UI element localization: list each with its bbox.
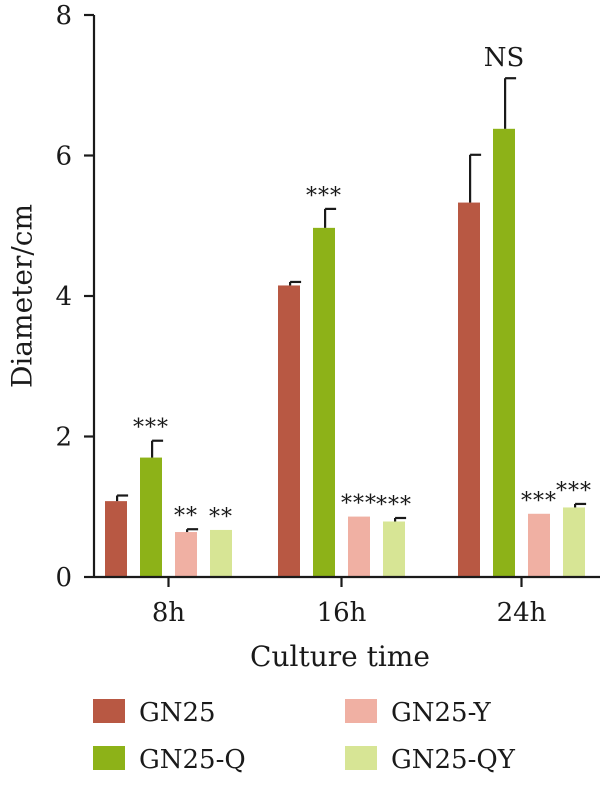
significance-label: ***: [133, 416, 169, 441]
legend-swatch: [93, 699, 125, 723]
bar: [528, 513, 550, 577]
bar: [563, 507, 585, 577]
legend-label: GN25-Y: [391, 698, 492, 728]
bar: [278, 285, 300, 577]
significance-label: ***: [521, 489, 557, 514]
bar: [210, 529, 232, 577]
y-tick-label: 4: [55, 282, 72, 312]
legend-swatch: [93, 746, 125, 770]
significance-label: ***: [341, 492, 377, 517]
significance-label: **: [174, 504, 198, 529]
bar: [493, 128, 515, 577]
significance-label: ***: [556, 479, 592, 504]
axes: 0 2 4 6 8 8h 16h 24h: [55, 1, 600, 628]
bar: [458, 202, 480, 577]
significance-label: ***: [376, 493, 412, 518]
x-tick-label: 8h: [152, 598, 186, 628]
y-tick-label: 2: [55, 423, 72, 453]
legend-label: GN25-Q: [139, 745, 246, 775]
bar: [175, 532, 197, 577]
y-tick-label: 6: [55, 142, 72, 172]
bar: [383, 521, 405, 577]
significance-label: ***: [306, 184, 342, 209]
bar: [140, 457, 162, 577]
bar: [105, 501, 127, 577]
significance-label: **: [209, 505, 233, 530]
legend-label: GN25-QY: [391, 745, 516, 775]
x-tick-label: 16h: [317, 598, 367, 628]
legend-label: GN25: [139, 698, 216, 728]
significance-label: NS: [484, 43, 525, 73]
x-tick-label: 24h: [497, 598, 547, 628]
bar: [348, 516, 370, 577]
legend-swatch: [345, 746, 377, 770]
legend: GN25 GN25-Q GN25-Y GN25-QY: [93, 698, 516, 775]
legend-swatch: [345, 699, 377, 723]
x-axis-title: Culture time: [250, 640, 430, 673]
plot-area: ***** ******** ***NS*** ***: [105, 43, 592, 578]
bar: [313, 227, 335, 578]
y-tick-label: 0: [55, 563, 72, 593]
y-tick-label: 8: [55, 1, 72, 31]
y-axis-title: Diameter/cm: [6, 204, 39, 388]
